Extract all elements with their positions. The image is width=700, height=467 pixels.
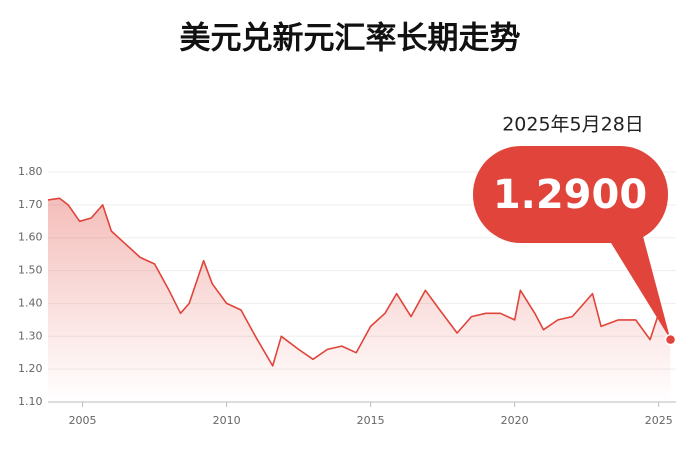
callout-pointer [600, 225, 671, 340]
y-tick-label: 1.80 [18, 165, 43, 178]
line [47, 197, 672, 367]
x-tick-label: 2020 [501, 414, 529, 427]
x-tick-label: 2010 [213, 414, 241, 427]
y-tick-label: 1.40 [18, 296, 43, 309]
x-tick-label: 2005 [69, 414, 97, 427]
y-tick-label: 1.60 [18, 231, 43, 244]
x-tick-label: 2015 [357, 414, 385, 427]
y-tick-label: 1.20 [18, 362, 43, 375]
y-tick-label: 1.10 [18, 395, 43, 408]
y-tick-label: 1.30 [18, 329, 43, 342]
chart-title: 美元兑新元汇率长期走势 [180, 21, 521, 57]
callout-bubble [473, 146, 668, 243]
area-fill [48, 198, 671, 402]
last-point [664, 333, 677, 346]
y-tick-label: 1.50 [18, 264, 43, 277]
callout-date: 2025年5月28日 [502, 114, 644, 136]
y-tick-label: 1.70 [18, 198, 43, 211]
callout-value: 1.2900 [493, 172, 647, 218]
x-tick-label: 2025 [645, 414, 673, 427]
